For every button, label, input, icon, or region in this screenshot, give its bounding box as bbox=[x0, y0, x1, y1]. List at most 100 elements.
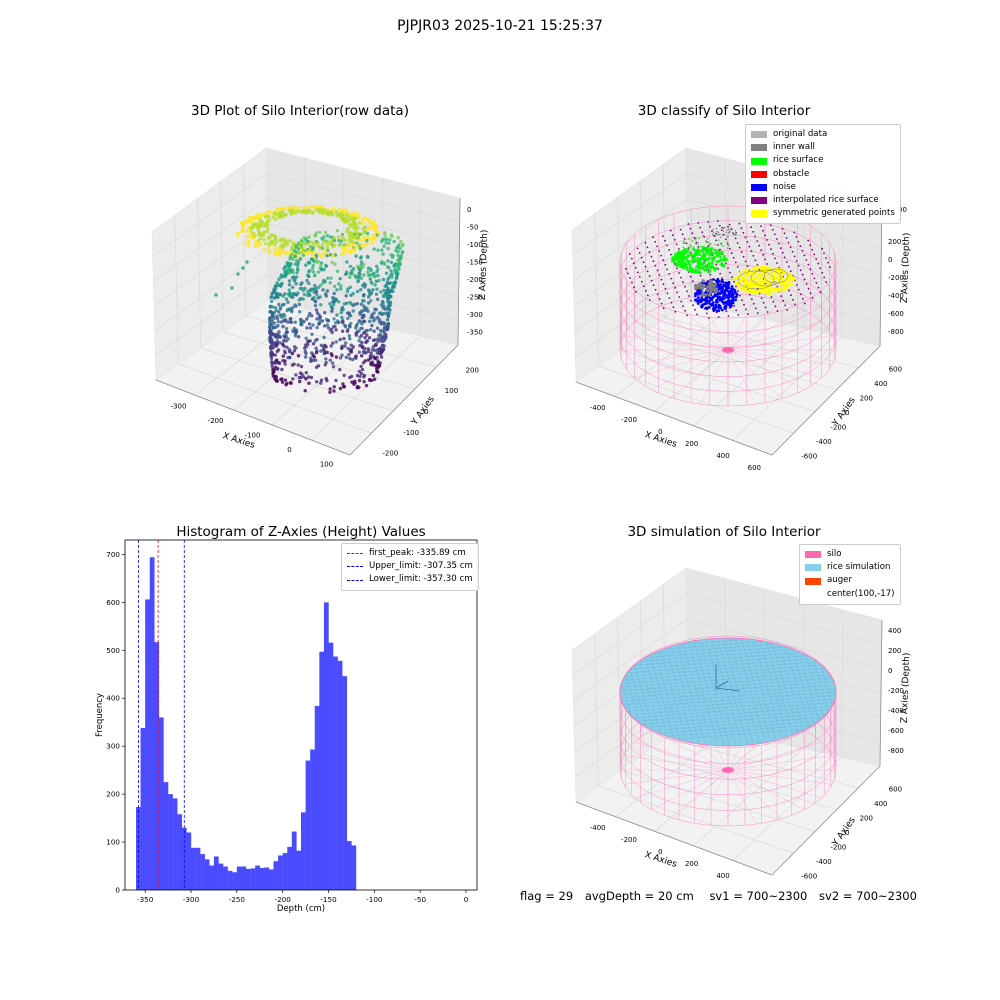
grid-line bbox=[573, 619, 687, 701]
y-tick-label: 700 bbox=[106, 550, 120, 559]
data-point bbox=[250, 226, 254, 231]
data-point bbox=[357, 350, 361, 354]
interpolated-point bbox=[799, 293, 802, 296]
rice-surface-point bbox=[697, 269, 700, 273]
data-point bbox=[293, 320, 297, 324]
data-point bbox=[318, 283, 323, 288]
data-point bbox=[333, 321, 338, 325]
rice-surface-point bbox=[691, 240, 694, 242]
data-point bbox=[392, 239, 396, 244]
data-point bbox=[285, 243, 289, 247]
data-point bbox=[315, 317, 319, 321]
data-point bbox=[369, 299, 373, 303]
data-point bbox=[339, 310, 343, 315]
mesh-line bbox=[621, 700, 835, 721]
data-point bbox=[307, 381, 311, 385]
histogram-title: Histogram of Z-Axies (Height) Values bbox=[176, 524, 426, 540]
interpolated-point bbox=[817, 262, 820, 265]
axis-line bbox=[575, 381, 773, 456]
rice-surface-point bbox=[678, 259, 681, 263]
data-point bbox=[357, 378, 362, 383]
interpolated-point bbox=[732, 256, 735, 259]
silo-spoke bbox=[727, 769, 805, 810]
silo-center bbox=[722, 347, 734, 353]
inner-wall-point bbox=[707, 282, 712, 286]
interpolated-point bbox=[792, 298, 794, 301]
symmetric-point bbox=[745, 280, 749, 284]
data-point bbox=[342, 373, 346, 378]
rice-surface-point bbox=[725, 258, 728, 261]
rice-surface-point bbox=[716, 250, 719, 253]
interpolated-point bbox=[756, 312, 759, 314]
original-point bbox=[727, 232, 729, 234]
data-point bbox=[382, 244, 386, 248]
rice-surface-point bbox=[705, 268, 708, 271]
data-point bbox=[245, 234, 249, 238]
histogram-bar bbox=[323, 602, 329, 890]
rice-surface-point bbox=[689, 245, 692, 248]
data-point bbox=[281, 324, 285, 329]
data-point bbox=[344, 355, 348, 359]
symmetric-point bbox=[785, 287, 789, 290]
rice-surface-point bbox=[713, 255, 716, 259]
interpolated-point bbox=[742, 231, 745, 234]
status-sv2: sv2 = 700~2300 bbox=[819, 889, 917, 903]
noise-point bbox=[709, 296, 712, 300]
data-point bbox=[396, 236, 400, 240]
noise-point bbox=[721, 308, 724, 312]
data-point bbox=[315, 292, 319, 297]
grid-line bbox=[574, 250, 688, 332]
symmetric-point bbox=[764, 269, 768, 272]
silo-spoke bbox=[727, 310, 805, 351]
noise-point bbox=[694, 292, 697, 296]
data-point bbox=[328, 387, 332, 391]
interpolated-point bbox=[786, 309, 789, 311]
interpolated-point bbox=[821, 247, 823, 250]
data-point bbox=[362, 331, 366, 335]
interpolated-point bbox=[654, 240, 657, 243]
data-point bbox=[317, 252, 321, 256]
symmetric-point bbox=[761, 279, 764, 283]
data-point bbox=[277, 330, 281, 334]
data-point bbox=[300, 372, 304, 376]
data-point bbox=[273, 252, 277, 257]
histogram-bar bbox=[218, 863, 224, 890]
data-point bbox=[274, 246, 278, 250]
interpolated-point bbox=[815, 282, 818, 284]
histogram-bar bbox=[250, 868, 256, 890]
rice-surface-point bbox=[694, 268, 698, 272]
data-point bbox=[267, 214, 271, 219]
symmetric-point bbox=[777, 270, 780, 273]
noise-point bbox=[697, 296, 700, 300]
interpolated-point bbox=[730, 252, 733, 255]
silo-spoke bbox=[699, 349, 729, 405]
data-point bbox=[277, 361, 282, 366]
interpolated-point bbox=[644, 289, 647, 292]
data-point bbox=[362, 299, 366, 303]
rice-surface-point bbox=[702, 254, 705, 258]
data-point bbox=[279, 377, 283, 382]
data-point bbox=[267, 251, 271, 255]
interpolated-point bbox=[813, 277, 816, 280]
data-point bbox=[398, 246, 402, 251]
interpolated-point bbox=[795, 236, 798, 238]
rice-surface-point bbox=[686, 250, 689, 254]
symmetric-point bbox=[759, 276, 762, 280]
histogram-bar bbox=[314, 705, 320, 890]
data-point bbox=[389, 260, 394, 265]
grid-line bbox=[614, 310, 727, 397]
histogram-bar bbox=[191, 847, 196, 890]
histogram-bar bbox=[145, 599, 150, 890]
data-point bbox=[375, 269, 379, 274]
legend-label: noise bbox=[773, 181, 796, 192]
data-point bbox=[399, 240, 403, 244]
data-point bbox=[345, 260, 349, 264]
simulation-legend-item: silo bbox=[805, 548, 895, 561]
data-point bbox=[295, 206, 300, 210]
noise-point bbox=[734, 291, 737, 294]
tick-label: -300 bbox=[467, 311, 483, 319]
interpolated-point bbox=[689, 275, 692, 278]
data-point bbox=[365, 333, 369, 337]
original-point bbox=[724, 226, 726, 228]
interpolated-point bbox=[687, 223, 690, 225]
